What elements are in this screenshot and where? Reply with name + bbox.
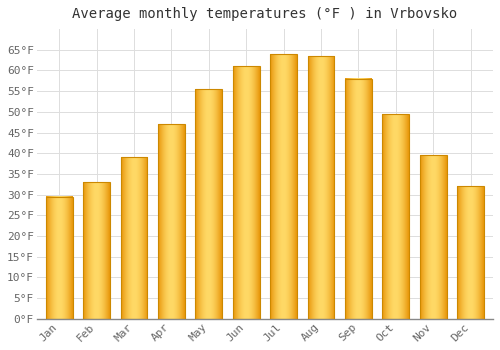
Bar (196, 89, 222, 319)
Bar (420, 155, 446, 319)
Bar (457, 187, 484, 319)
Bar (83, 182, 110, 319)
Title: Average monthly temperatures (°F ) in Vrbovsko: Average monthly temperatures (°F ) in Vr… (72, 7, 458, 21)
Bar (158, 124, 185, 319)
Bar (382, 114, 409, 319)
Bar (46, 197, 72, 319)
Bar (120, 158, 148, 319)
Bar (270, 54, 297, 319)
Bar (308, 56, 334, 319)
Bar (345, 79, 372, 319)
Bar (232, 66, 260, 319)
